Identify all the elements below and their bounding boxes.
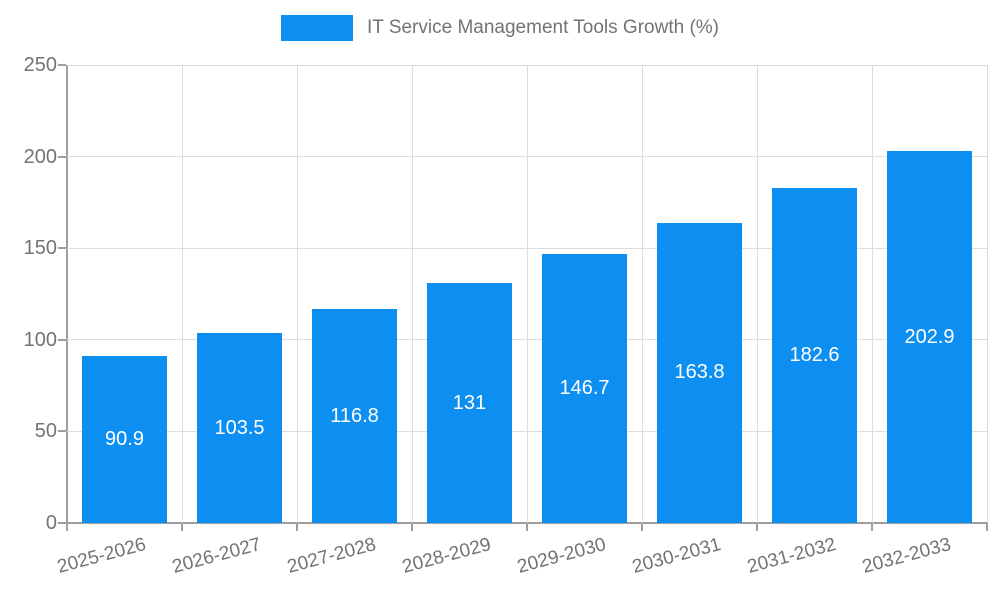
- bar: 146.7: [541, 254, 628, 523]
- y-tick: [58, 430, 66, 433]
- x-tick: [756, 523, 758, 531]
- v-gridline: [526, 65, 528, 523]
- bar: 103.5: [196, 333, 283, 523]
- x-tick: [526, 523, 528, 531]
- bar-value-label: 202.9: [904, 325, 955, 348]
- y-tick: [58, 155, 66, 158]
- v-gridline: [181, 65, 183, 523]
- bar: 131: [426, 283, 513, 523]
- y-tick: [58, 247, 66, 250]
- y-axis-tick-label: 200: [23, 145, 57, 168]
- bar: 90.9: [81, 356, 168, 523]
- x-tick: [871, 523, 873, 531]
- v-gridline: [411, 65, 413, 523]
- v-gridline: [296, 65, 298, 523]
- y-axis-tick-label: 250: [23, 54, 57, 76]
- x-axis-tick-label: 2029-2030: [514, 534, 608, 578]
- bar-value-label: 90.9: [105, 428, 144, 451]
- chart-title: IT Service Management Tools Growth (%): [367, 17, 719, 38]
- x-tick: [296, 523, 298, 531]
- x-axis-tick-label: 2026-2027: [169, 534, 263, 578]
- x-tick: [181, 523, 183, 531]
- y-axis-tick-label: 0: [45, 512, 57, 534]
- y-tick: [58, 338, 66, 341]
- v-gridline: [756, 65, 758, 523]
- x-axis-tick-label: 2028-2029: [399, 534, 493, 578]
- legend: IT Service Management Tools Growth (%): [0, 15, 1000, 41]
- bar-value-label: 146.7: [559, 377, 610, 400]
- x-tick: [411, 523, 413, 531]
- y-axis-line: [66, 65, 68, 523]
- bar-value-label: 163.8: [674, 361, 725, 384]
- bar: 163.8: [656, 222, 743, 523]
- v-gridline: [986, 65, 988, 523]
- bar-value-label: 182.6: [789, 344, 840, 367]
- x-axis-tick-label: 2031-2032: [744, 534, 838, 578]
- y-tick: [58, 522, 66, 524]
- y-axis-tick-label: 100: [23, 328, 57, 351]
- y-axis-tick-label: 150: [23, 237, 57, 260]
- x-axis-tick-label: 2032-2033: [859, 534, 953, 578]
- y-tick: [58, 64, 66, 66]
- x-axis-tick-label: 2025-2026: [54, 534, 148, 578]
- bar: 116.8: [311, 309, 398, 523]
- bar: 202.9: [886, 151, 973, 523]
- bar-value-label: 103.5: [214, 416, 265, 439]
- plot-area: 90.9 103.5 116.8 131 146.7 163.8 182.6 202.9: [58, 64, 988, 531]
- x-axis-tick-label: 2027-2028: [284, 534, 378, 578]
- v-gridline: [641, 65, 643, 523]
- legend-swatch: [281, 15, 353, 41]
- x-tick: [641, 523, 643, 531]
- x-axis-tick-label: 2030-2031: [629, 534, 723, 578]
- bar-value-label: 116.8: [330, 404, 379, 427]
- bar-value-label: 131: [452, 391, 487, 414]
- bar: 182.6: [771, 188, 858, 523]
- v-gridline: [871, 65, 873, 523]
- x-tick: [66, 523, 68, 531]
- y-axis-tick-label: 50: [34, 420, 57, 443]
- x-tick: [986, 523, 988, 531]
